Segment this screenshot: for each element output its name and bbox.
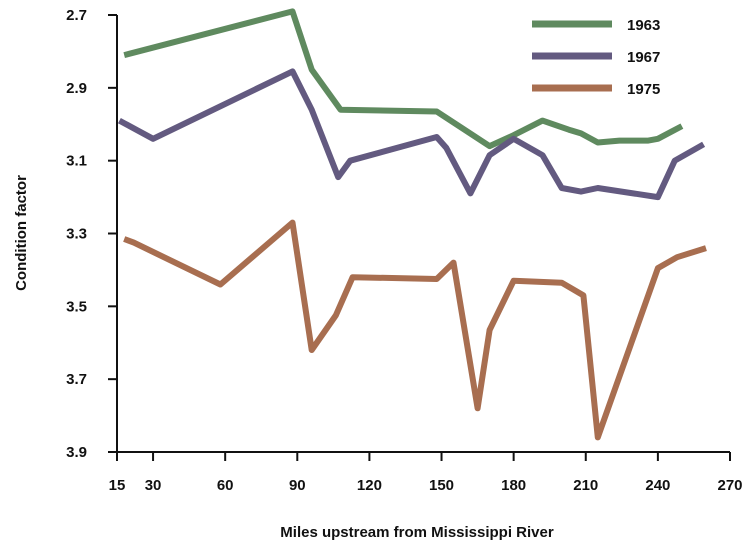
series-lines: [117, 8, 707, 441]
y-tick-label: 3.1: [66, 153, 87, 170]
y-tick-label: 3.5: [66, 298, 87, 315]
x-tick-label: 150: [429, 477, 454, 494]
y-tick-label: 2.9: [66, 80, 87, 97]
y-axis-title: Condition factor: [13, 175, 30, 291]
legend-label-1963: 1963: [627, 17, 660, 34]
x-tick-label: 120: [357, 477, 382, 494]
y-tick-label: 3.3: [66, 226, 87, 243]
series-line-1963: [123, 8, 684, 150]
legend: 1963 1967 1975: [532, 17, 660, 98]
x-tick-label: 15: [109, 477, 126, 494]
y-ticks: 2.7 2.9 3.1 3.3 3.5 3.7 3.9: [66, 7, 117, 461]
y-tick-label: 3.9: [66, 444, 87, 461]
series-line-1975: [123, 219, 707, 441]
y-tick-label: 2.7: [66, 7, 87, 24]
legend-label-1975: 1975: [627, 81, 660, 98]
x-axis-title: Miles upstream from Mississippi River: [280, 524, 554, 541]
x-tick-label: 270: [717, 477, 742, 494]
series-line-1967: [117, 68, 706, 201]
x-tick-label: 210: [573, 477, 598, 494]
x-ticks: 15 30 60 90 120 150 180 210 240 270: [109, 452, 743, 494]
y-tick-label: 3.7: [66, 371, 87, 388]
legend-label-1967: 1967: [627, 49, 660, 66]
x-tick-label: 60: [217, 477, 234, 494]
x-tick-label: 240: [645, 477, 670, 494]
x-tick-label: 90: [289, 477, 306, 494]
x-tick-label: 180: [501, 477, 526, 494]
x-tick-label: 30: [145, 477, 162, 494]
